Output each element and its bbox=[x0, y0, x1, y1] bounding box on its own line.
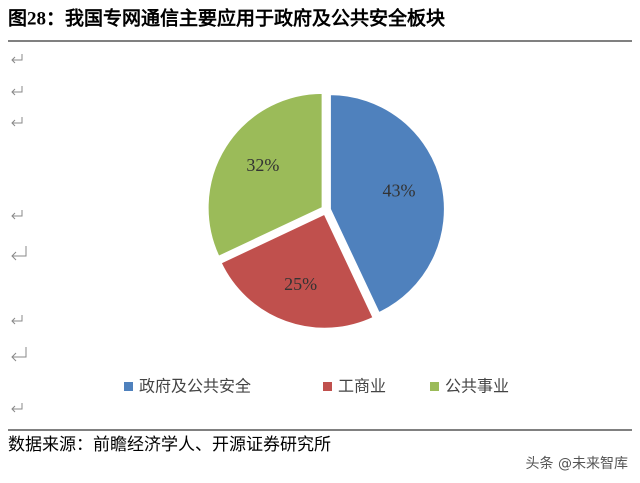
pie: 43% 25% 32% bbox=[206, 91, 446, 330]
figure-title: 图28：我国专网通信主要应用于政府及公共安全板块 bbox=[8, 6, 446, 29]
pie-slice bbox=[328, 93, 446, 315]
return-marks bbox=[11, 54, 27, 413]
data-label: 43% bbox=[382, 181, 415, 201]
legend: 政府及公共安全 工商业 公共事业 bbox=[124, 377, 509, 396]
legend-label: 政府及公共安全 bbox=[139, 377, 251, 396]
data-label: 25% bbox=[284, 274, 317, 294]
legend-swatch bbox=[323, 382, 332, 391]
legend-swatch bbox=[124, 382, 133, 391]
data-label: 32% bbox=[246, 155, 279, 175]
source-note: 数据来源：前瞻经济学人、开源证券研究所 bbox=[8, 435, 331, 454]
watermark: 头条 @未来智库 bbox=[526, 455, 628, 472]
legend-label: 公共事业 bbox=[445, 377, 509, 396]
pie-slice bbox=[206, 91, 324, 259]
pie-slice bbox=[219, 212, 375, 330]
legend-label: 工商业 bbox=[338, 377, 386, 396]
legend-swatch bbox=[430, 382, 439, 391]
